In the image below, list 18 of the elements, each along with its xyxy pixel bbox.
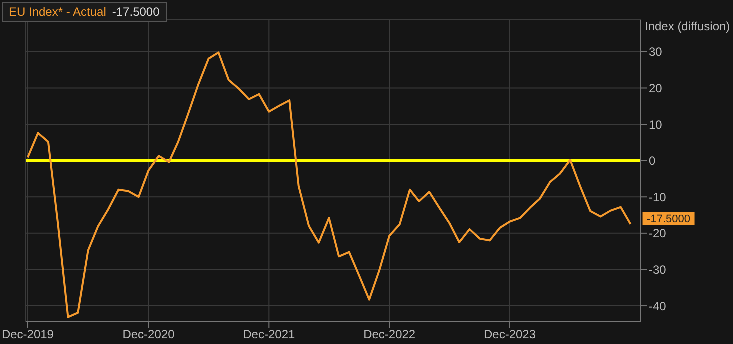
text: -17.5000 xyxy=(112,5,160,19)
x-tick-label: Dec-2021 xyxy=(243,328,296,342)
y-tick-label: 10 xyxy=(649,118,663,132)
y-axis-title: Index (diffusion) xyxy=(645,20,730,34)
x-tick-label: Dec-2022 xyxy=(364,328,416,342)
y-tick-label: -30 xyxy=(649,262,667,277)
y-tick-label: 0 xyxy=(649,154,656,168)
x-tick-label: Dec-2020 xyxy=(122,328,176,342)
x-tick-label: Dec-2023 xyxy=(484,328,536,342)
x-tick-label: Dec-2019 xyxy=(2,328,54,342)
y-tick-label: 30 xyxy=(649,45,663,60)
text: EU Index* - Actual xyxy=(9,5,106,19)
data-label: -17.5000 xyxy=(647,213,690,226)
y-tick-label: -10 xyxy=(649,190,667,204)
y-tick-label: 20 xyxy=(649,82,663,96)
line-series xyxy=(26,52,632,318)
y-tick-label: -40 xyxy=(649,299,667,314)
y-tick-label: -20 xyxy=(649,226,667,241)
